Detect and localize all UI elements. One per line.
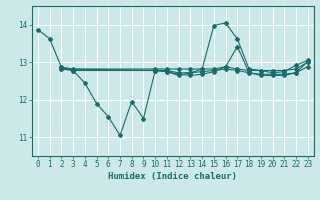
X-axis label: Humidex (Indice chaleur): Humidex (Indice chaleur) — [108, 172, 237, 181]
